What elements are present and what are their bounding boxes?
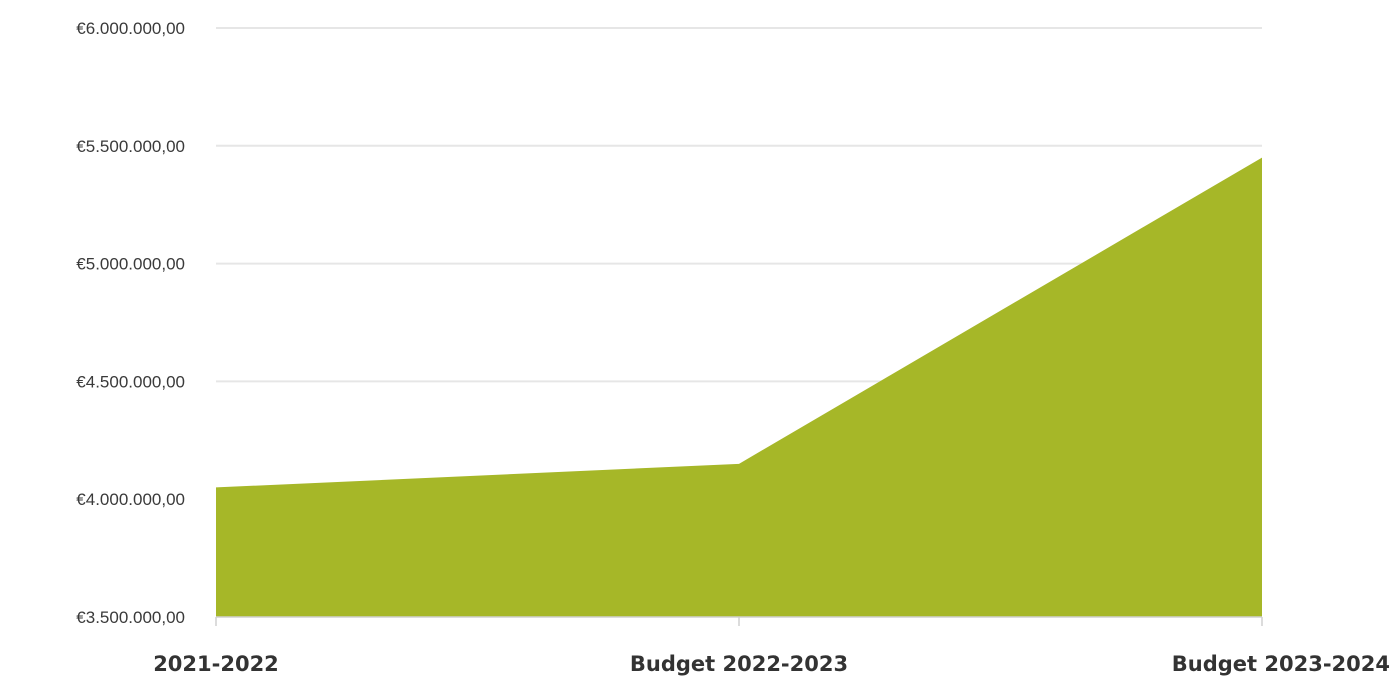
y-tick-label: €3.500.000,00 (76, 608, 185, 627)
y-tick-label: €5.000.000,00 (76, 255, 185, 274)
x-category-label: 2021-2022 (153, 652, 279, 676)
y-axis-tick-labels: €3.500.000,00 €4.000.000,00 €4.500.000,00 €… (76, 19, 185, 627)
x-category-label: Budget 2022-2023 (630, 652, 848, 676)
area-fill (216, 157, 1262, 617)
y-tick-label: €4.500.000,00 (76, 372, 185, 391)
x-axis (215, 616, 1263, 626)
y-tick-label: €6.000.000,00 (76, 19, 185, 38)
x-axis-tick-labels: 2021-2022 Budget 2022-2023 Budget 2023-202… (153, 652, 1390, 676)
y-tick-label: €5.500.000,00 (76, 137, 185, 156)
x-category-label: Budget 2023-2024 (1172, 652, 1390, 676)
area-series (216, 157, 1262, 617)
y-tick-label: €4.000.000,00 (76, 490, 185, 509)
